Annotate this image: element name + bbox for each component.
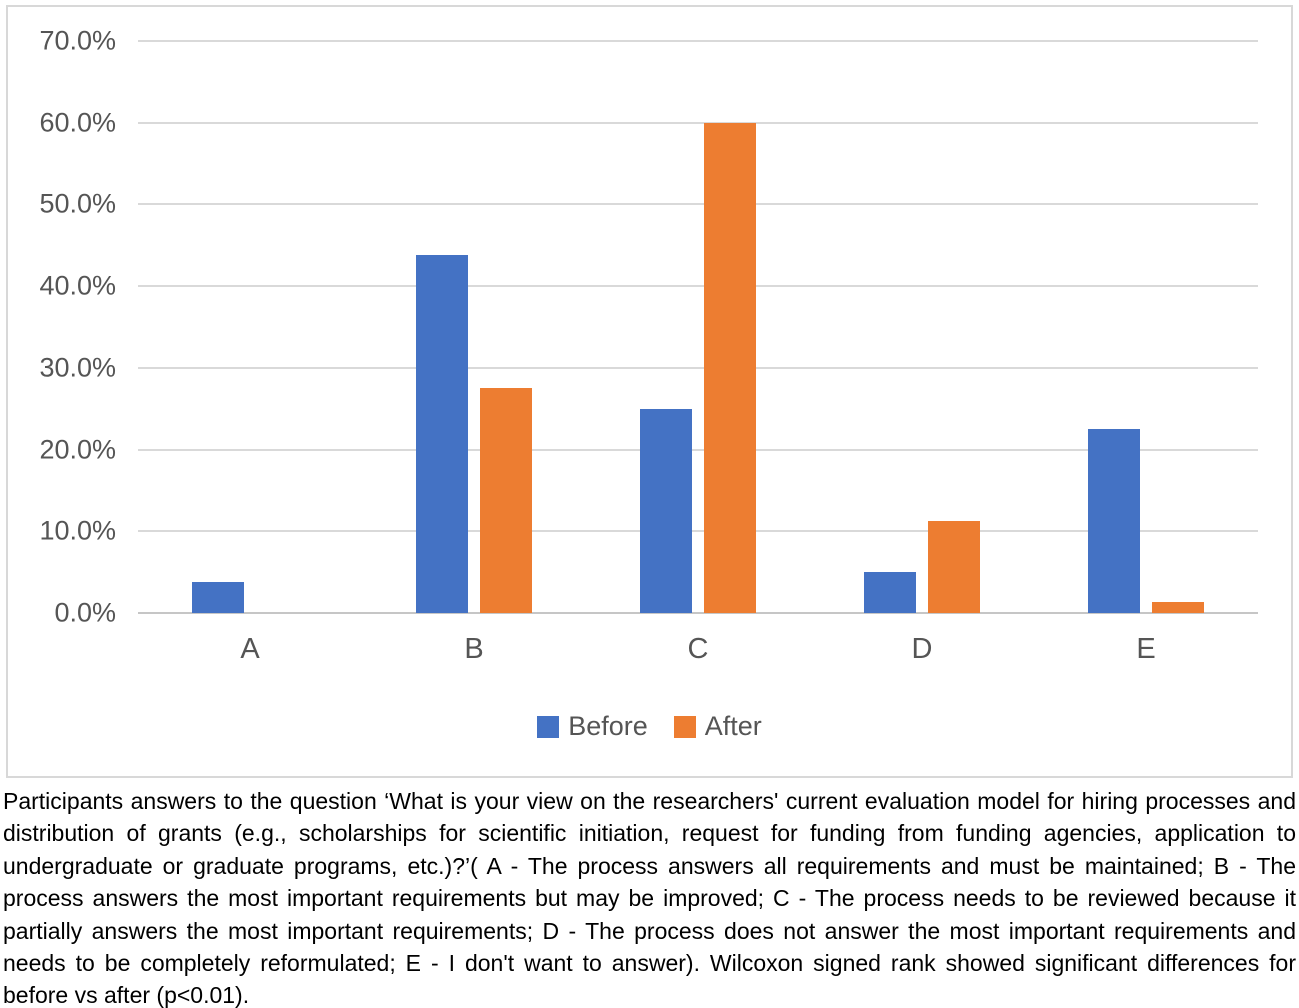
bar-after-B: [480, 388, 532, 613]
bar-before-A: [192, 581, 244, 613]
gridline: [138, 121, 1258, 124]
bar-before-C: [640, 408, 692, 613]
bar-before-E: [1088, 429, 1140, 613]
legend-swatch-after-icon: [673, 715, 696, 738]
legend-swatch-before-icon: [537, 715, 560, 738]
bar-before-D: [864, 572, 916, 613]
category-label-e: E: [1136, 633, 1156, 665]
bar-before-B: [416, 255, 468, 613]
figure-caption: Participants answers to the question ‘Wh…: [3, 788, 1296, 1008]
bar-after-C: [704, 122, 756, 613]
y-tick-label: 30.0%: [39, 352, 116, 383]
plot-area: 70.0% 60.0% 50.0% 40.0% 30.0% 20.0% 10.0% 0.0%: [39, 26, 1258, 628]
legend-label-before: Before: [568, 711, 648, 741]
y-tick-label: 60.0%: [39, 107, 116, 138]
y-tick-label: 50.0%: [39, 188, 116, 219]
y-tick-label: 40.0%: [39, 270, 116, 301]
y-tick-label: 70.0%: [39, 25, 116, 56]
category-label-c: C: [687, 633, 709, 665]
gridline: [138, 448, 1258, 451]
y-tick-label: 20.0%: [39, 434, 116, 465]
category-label-d: D: [911, 633, 933, 665]
bar-after-E: [1152, 602, 1204, 613]
gridline: [138, 285, 1258, 288]
gridline: [138, 530, 1258, 533]
chart-legend: Before After: [8, 711, 1291, 742]
x-axis-line: [138, 612, 1258, 614]
category-label-a: A: [240, 633, 260, 665]
legend-item-after: After: [673, 711, 762, 742]
x-axis-labels: A B C D E: [138, 633, 1258, 666]
chart: 70.0% 60.0% 50.0% 40.0% 30.0% 20.0% 10.0% 0.0% …: [6, 5, 1293, 778]
bar-after-D: [928, 520, 980, 613]
gridline: [138, 40, 1258, 42]
legend-item-before: Before: [537, 711, 648, 742]
gridline: [138, 366, 1258, 369]
y-tick-label: 10.0%: [39, 515, 116, 546]
category-label-b: B: [464, 633, 484, 665]
legend-label-after: After: [704, 711, 762, 741]
y-tick-label: 0.0%: [54, 597, 116, 628]
gridline: [138, 203, 1258, 206]
